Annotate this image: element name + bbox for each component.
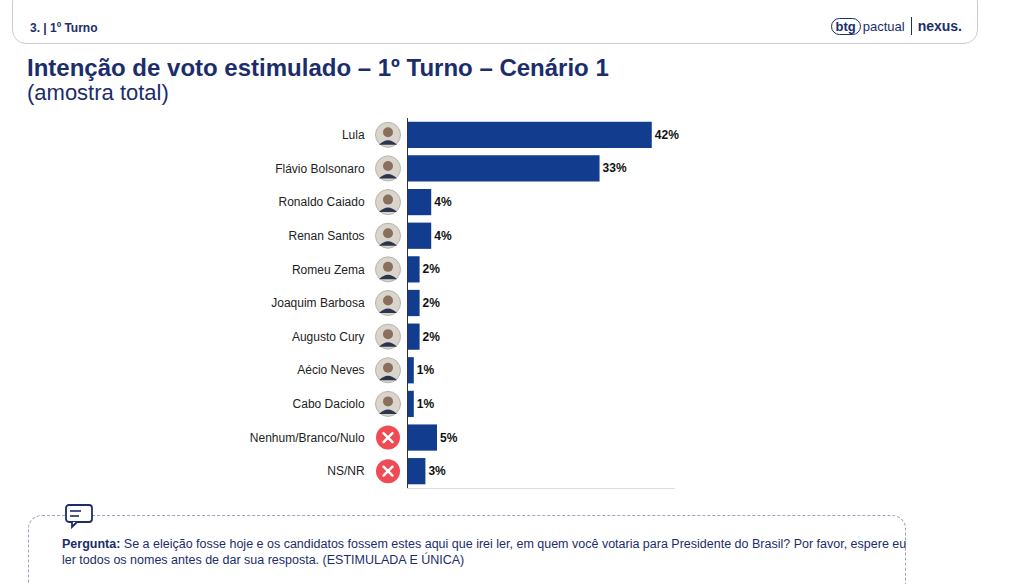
svg-text:Nenhum/Branco/Nulo: Nenhum/Branco/Nulo [250, 431, 365, 445]
svg-text:Ronaldo Caiado: Ronaldo Caiado [279, 195, 365, 209]
svg-text:Romeu Zema: Romeu Zema [292, 263, 365, 277]
html-text:(amostra total): (amostra total) [27, 80, 169, 105]
svg-text:Augusto Cury: Augusto Cury [292, 330, 365, 344]
svg-text:Cabo Daciolo: Cabo Daciolo [293, 397, 365, 411]
html-text:3. | 1º Turno: 3. | 1º Turno [30, 21, 98, 35]
svg-text:42%: 42% [655, 128, 679, 142]
svg-text:Lula: Lula [342, 128, 365, 142]
svg-text:2%: 2% [423, 296, 441, 310]
svg-text:5%: 5% [440, 431, 458, 445]
svg-text:Flávio Bolsonaro: Flávio Bolsonaro [275, 162, 365, 176]
svg-text:Aécio Neves: Aécio Neves [297, 363, 364, 377]
html-text:Intenção de voto estimulado –: Intenção de voto estimulado – 1º Turno –… [27, 54, 609, 81]
svg-text:4%: 4% [434, 229, 452, 243]
svg-text:1%: 1% [417, 363, 435, 377]
svg-text:3%: 3% [428, 464, 446, 478]
svg-text:Renan Santos: Renan Santos [289, 229, 365, 243]
svg-text:NS/NR: NS/NR [327, 464, 365, 478]
html-text:btg: btg [835, 18, 856, 34]
html-text:nexus.: nexus. [917, 18, 962, 34]
html-text:pactual: pactual [862, 18, 905, 34]
svg-text:2%: 2% [423, 330, 441, 344]
svg-text:33%: 33% [603, 161, 627, 175]
svg-text:1%: 1% [417, 397, 435, 411]
svg-text:4%: 4% [434, 195, 452, 209]
html-text:Pergunta: Se a eleição fosse h: Pergunta: Se a eleição fosse hoje e os c… [62, 537, 907, 567]
svg-text:Joaquim Barbosa: Joaquim Barbosa [271, 296, 365, 310]
svg-text:2%: 2% [423, 262, 441, 276]
